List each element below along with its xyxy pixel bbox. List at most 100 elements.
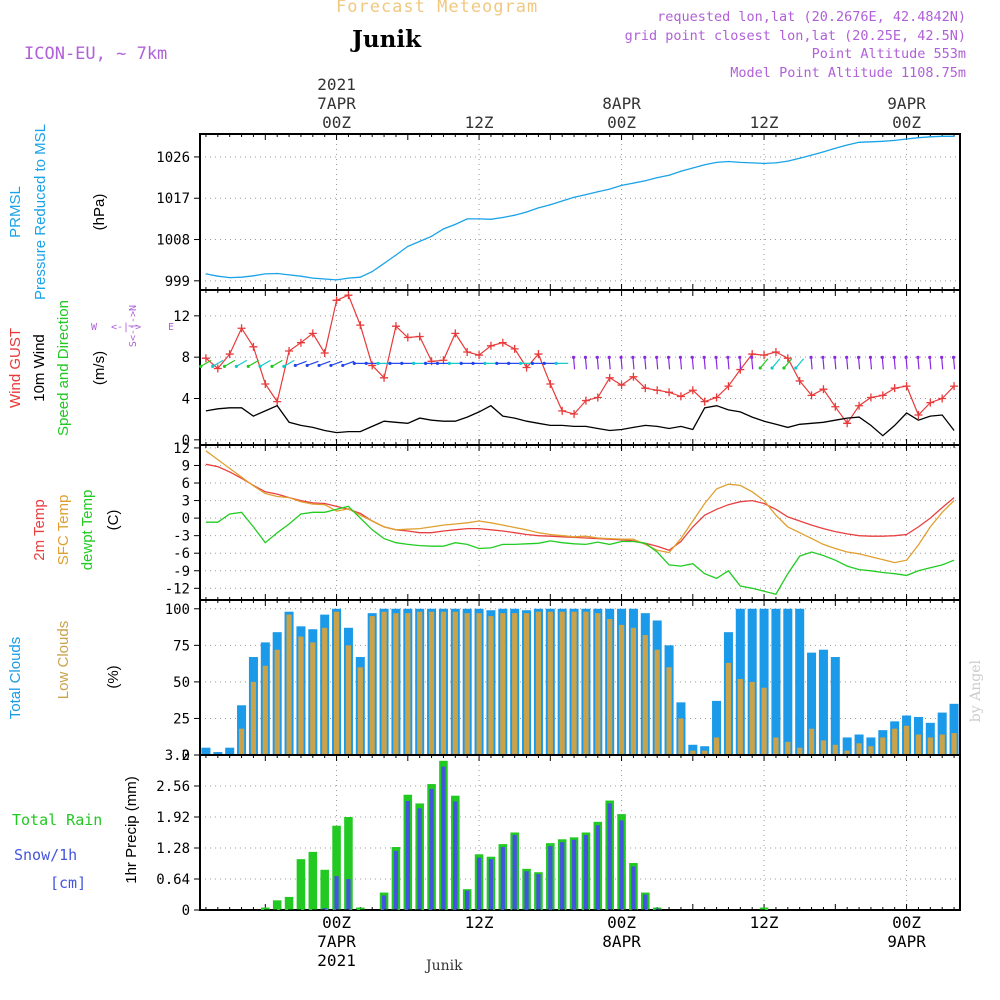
pressure-point bbox=[419, 240, 421, 242]
rain-bar bbox=[759, 907, 769, 910]
low-cloud-bar bbox=[547, 611, 553, 755]
gust-marker bbox=[273, 397, 282, 406]
wind-arrow-head bbox=[282, 364, 286, 368]
wind-arrow-head bbox=[758, 366, 762, 370]
gust-marker bbox=[451, 329, 460, 338]
wind-arrow-head bbox=[352, 361, 356, 365]
low-cloud-bar bbox=[927, 737, 933, 755]
pressure-point bbox=[347, 277, 350, 279]
snow-label: Snow/1h bbox=[14, 846, 77, 864]
pressure-point bbox=[822, 151, 825, 153]
y-tick-label: 999 bbox=[165, 274, 190, 290]
gust-marker bbox=[795, 376, 804, 385]
low-cloud-bar bbox=[488, 616, 494, 755]
requested-coords: requested lon,lat (20.2676E, 42.4842N) bbox=[657, 9, 966, 25]
snow-bar bbox=[631, 866, 636, 910]
wind-arrow-head bbox=[329, 363, 333, 368]
pressure-point bbox=[383, 262, 385, 264]
snow-bar bbox=[607, 803, 612, 910]
gust-marker bbox=[380, 373, 389, 382]
pressure-point bbox=[264, 273, 266, 275]
gust-line bbox=[205, 294, 955, 425]
total-clouds-label: Total Clouds bbox=[7, 637, 24, 720]
low-cloud-bar bbox=[690, 750, 696, 755]
gust-marker bbox=[201, 354, 210, 363]
pressure-point bbox=[834, 147, 836, 149]
pressure-point bbox=[252, 275, 255, 277]
wind-arrow bbox=[596, 357, 599, 370]
pressure-point bbox=[514, 214, 516, 216]
y-tick-label: -12 bbox=[165, 581, 190, 597]
wind-arrow-head bbox=[726, 355, 730, 359]
pressure-point bbox=[466, 218, 468, 220]
low-cloud-bar bbox=[856, 743, 862, 755]
gust-marker bbox=[308, 329, 317, 338]
top-time-label: 00Z bbox=[322, 113, 351, 132]
rain-bar bbox=[320, 869, 329, 910]
gust-marker bbox=[605, 373, 614, 382]
pressure-point bbox=[312, 277, 314, 279]
pressure-point bbox=[929, 136, 931, 138]
wind-arrow-head bbox=[518, 361, 523, 365]
pressure-label-1: PRMSL bbox=[7, 186, 24, 238]
wind-arrow-head bbox=[868, 355, 873, 359]
y-tick-label: 50 bbox=[173, 675, 190, 691]
snow-bar bbox=[560, 842, 565, 910]
low-cloud-bar bbox=[500, 613, 506, 755]
wind-arrow bbox=[783, 358, 793, 369]
gust-marker bbox=[700, 397, 709, 406]
pressure-point bbox=[324, 278, 326, 280]
pressure-point bbox=[478, 218, 480, 220]
pressure-point bbox=[941, 135, 943, 137]
low-clouds-label: Low Clouds bbox=[55, 621, 72, 699]
total-cloud-bar bbox=[842, 737, 852, 755]
wind-arrow bbox=[224, 359, 236, 367]
wind-arrow bbox=[271, 359, 283, 367]
low-cloud-bar bbox=[880, 737, 886, 755]
wind-arrow-head bbox=[794, 366, 798, 370]
low-cloud-bar bbox=[678, 718, 684, 755]
gust-marker bbox=[486, 341, 495, 350]
wind-arrow bbox=[584, 357, 588, 370]
gust-marker bbox=[391, 322, 400, 331]
compass-arrows: <-|-> bbox=[111, 322, 141, 333]
wind-arrow bbox=[330, 360, 343, 366]
pressure-point bbox=[917, 137, 920, 139]
pressure-point bbox=[561, 200, 563, 202]
snow-bar bbox=[334, 876, 339, 910]
wind-arrow-head bbox=[678, 355, 683, 359]
wind-arrow-head bbox=[583, 355, 588, 359]
wind-arrow-head bbox=[471, 361, 475, 365]
wind-arrow-head bbox=[571, 355, 576, 359]
direction-label: Speed and Direction bbox=[55, 300, 72, 436]
bottom-time-label: 7APR bbox=[317, 932, 356, 951]
gust-marker bbox=[938, 394, 947, 403]
pressure-point bbox=[953, 135, 955, 137]
snow-bar bbox=[524, 871, 529, 910]
total-cloud-bar bbox=[712, 700, 722, 755]
pressure-point bbox=[276, 272, 278, 275]
pressure-point bbox=[668, 174, 670, 176]
y-tick-label: 8 bbox=[182, 350, 190, 366]
pressure-point bbox=[763, 162, 765, 164]
pressure-point bbox=[597, 191, 599, 193]
total-cloud-bar bbox=[830, 657, 840, 755]
low-cloud-bar bbox=[535, 611, 542, 755]
pressure-point bbox=[585, 193, 587, 196]
low-cloud-bar bbox=[630, 627, 637, 755]
wind-arrow-head bbox=[940, 355, 944, 359]
wind-arrow-head bbox=[770, 366, 774, 370]
low-cloud-bar bbox=[939, 734, 945, 755]
wind-arrow-head bbox=[655, 355, 659, 359]
y-tick-label: 25 bbox=[173, 711, 190, 727]
wind-arrow bbox=[795, 358, 805, 369]
gust-marker bbox=[558, 406, 567, 415]
wind-arrow bbox=[632, 357, 635, 370]
wind-arrow-head bbox=[951, 355, 956, 359]
gust-marker bbox=[665, 388, 674, 397]
y-tick-label: 12 bbox=[173, 441, 190, 457]
snow-bar bbox=[512, 834, 517, 910]
wind-arrow-head bbox=[495, 361, 499, 365]
wind-arrow-head bbox=[447, 361, 451, 365]
gust-marker bbox=[819, 385, 828, 394]
